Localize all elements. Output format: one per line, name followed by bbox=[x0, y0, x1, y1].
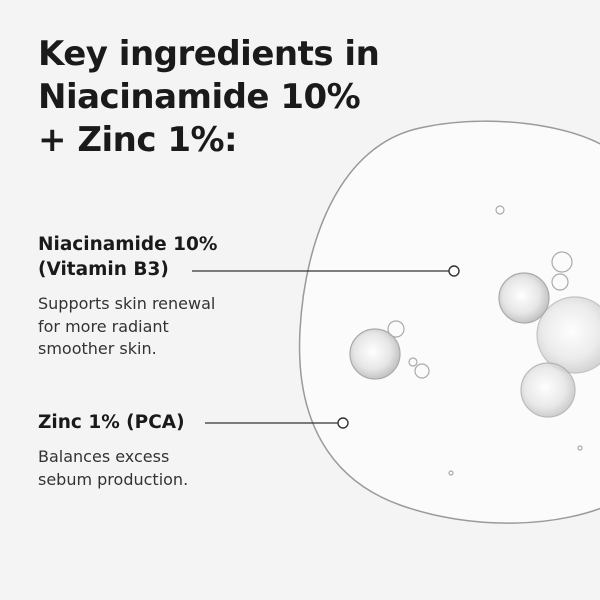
niacinamide-pointer-dot bbox=[448, 265, 460, 277]
description-line: sebum production. bbox=[38, 469, 189, 489]
ingredient-name-line: Zinc 1% (PCA) bbox=[38, 412, 185, 433]
ingredient-description-niacinamide: Supports skin renewal for more radiant s… bbox=[38, 293, 215, 361]
description-line: Balances excess bbox=[38, 447, 170, 466]
title-line: + Zinc 1%: bbox=[38, 120, 238, 160]
page-title: Key ingredients in Niacinamide 10% + Zin… bbox=[38, 33, 380, 162]
description-line: for more radiant bbox=[38, 316, 169, 336]
ingredient-name-niacinamide: Niacinamide 10% (Vitamin B3) bbox=[38, 232, 217, 282]
title-line: Key ingredients in bbox=[38, 34, 380, 74]
ingredient-name-zinc: Zinc 1% (PCA) bbox=[38, 410, 185, 435]
zinc-pointer-dot bbox=[337, 417, 349, 429]
droplet-outline bbox=[298, 120, 600, 524]
ingredient-name-line: (Vitamin B3) bbox=[38, 259, 169, 280]
ingredient-name-line: Niacinamide 10% bbox=[38, 234, 218, 255]
bubbles bbox=[349, 205, 600, 476]
title-line: Niacinamide 10% bbox=[38, 77, 361, 117]
ingredient-description-zinc: Balances excess sebum production. bbox=[38, 446, 188, 491]
description-line: Supports skin renewal bbox=[38, 294, 216, 313]
description-line: smoother skin. bbox=[38, 339, 157, 358]
